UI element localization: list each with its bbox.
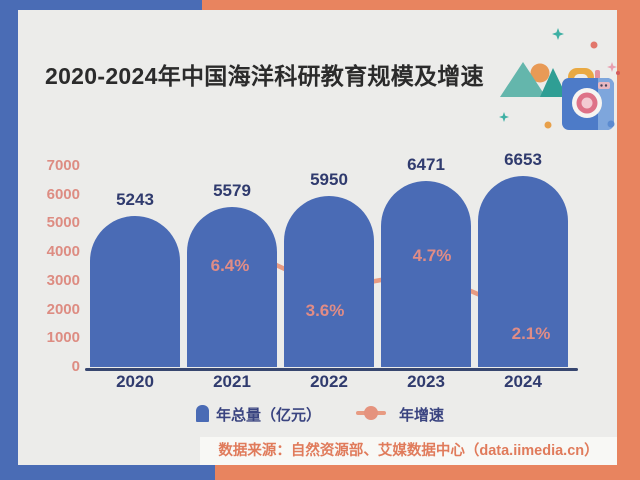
- bar-value-label: 5243: [116, 190, 154, 210]
- legend-line-label: 年增速: [399, 407, 445, 424]
- dot: [607, 120, 615, 128]
- growth-rate-label: 4.7%: [412, 245, 452, 265]
- x-axis-label: 2023: [407, 372, 445, 391]
- legend-line-marker-icon: [364, 406, 378, 420]
- bar-2021: [187, 206, 277, 367]
- legend-bar-icon: [196, 405, 209, 422]
- y-axis-label: 5000: [46, 214, 80, 232]
- y-axis-label: 2000: [46, 300, 80, 318]
- dot: [590, 41, 598, 49]
- dot: [616, 71, 620, 75]
- decoration-illustration: [499, 28, 620, 130]
- bar-2022: [284, 196, 374, 367]
- growth-rate-label: 2.1%: [511, 324, 551, 344]
- growth-rate-label: 6.4%: [210, 255, 250, 275]
- y-axis-label: 1000: [46, 329, 80, 347]
- y-axis-label: 7000: [46, 157, 80, 174]
- x-axis-label: 2020: [116, 372, 154, 391]
- frame-bottom-left-border: [0, 465, 215, 480]
- y-axis-label: 4000: [46, 243, 80, 261]
- mountains-icon: [500, 62, 567, 97]
- bar-value-label: 6471: [407, 155, 445, 175]
- frame-left-border: [0, 0, 18, 480]
- data-source-text: 数据来源：自然资源部、艾媒数据中心（data.iimedia.cn）: [218, 443, 599, 459]
- legend-bar-label: 年总量（亿元）: [216, 407, 322, 424]
- sparkle-icon: [499, 28, 564, 122]
- bar-2023: [381, 181, 471, 367]
- sun-icon: [530, 63, 550, 83]
- bar-2024: [478, 175, 568, 367]
- dot: [544, 121, 552, 129]
- source-band: [200, 437, 617, 465]
- growth-rate-label: 3.6%: [305, 301, 345, 321]
- frame-top-left-border: [0, 0, 202, 10]
- sparkle-icon: [607, 62, 617, 72]
- page-title: 2020-2024年中国海洋科研教育规模及增速: [45, 63, 484, 89]
- bar-value-label: 6653: [504, 149, 542, 169]
- bar-value-label: 5950: [310, 170, 348, 190]
- x-axis-label: 2022: [310, 372, 348, 391]
- y-axis-label: 6000: [46, 185, 80, 203]
- x-axis-label: 2021: [213, 372, 251, 391]
- x-axis-line: [85, 368, 578, 371]
- y-axis-label: 3000: [46, 271, 80, 289]
- camera-icon: [562, 68, 614, 130]
- x-axis-label: 2024: [504, 372, 542, 391]
- bar-2020: [90, 216, 180, 367]
- y-axis-label: 0: [71, 358, 80, 375]
- bar-value-label: 5579: [213, 180, 251, 200]
